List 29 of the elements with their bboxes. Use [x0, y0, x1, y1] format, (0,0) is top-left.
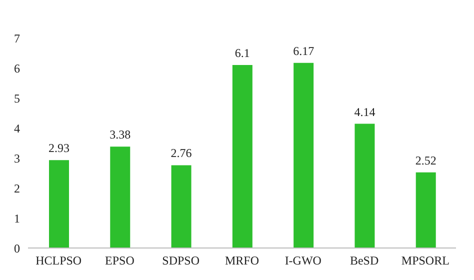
y-tick-label: 6 — [14, 61, 20, 76]
bar — [354, 124, 375, 248]
bar — [416, 172, 436, 248]
data-label: 6.17 — [293, 44, 314, 58]
bar — [110, 146, 130, 248]
data-label: 2.76 — [170, 146, 192, 160]
bar — [171, 165, 192, 248]
bar — [232, 65, 252, 248]
data-label: 2.52 — [415, 153, 436, 168]
y-tick-label: 7 — [14, 31, 20, 46]
y-tick-label: 5 — [14, 91, 20, 106]
y-tick-label: 4 — [14, 121, 20, 136]
y-tick-label: 2 — [14, 181, 20, 196]
x-tick-label: BeSD — [350, 254, 379, 268]
x-tick-label: EPSO — [105, 254, 135, 268]
data-label: 2.93 — [48, 141, 70, 156]
bar — [49, 160, 69, 248]
x-tick-label: SDPSO — [162, 254, 200, 268]
x-tick-label: MRFO — [224, 254, 260, 268]
data-label: 6.1 — [234, 46, 250, 60]
x-tick-label: MPSORL — [401, 254, 450, 268]
y-tick-label: 0 — [14, 241, 20, 256]
y-tick-label: 1 — [14, 211, 20, 226]
data-label: 3.38 — [110, 128, 131, 142]
x-tick-label: HCLPSO — [36, 254, 82, 268]
x-tick-label: I-GWO — [284, 254, 322, 268]
y-tick-label: 3 — [14, 151, 20, 166]
bar — [294, 62, 314, 248]
data-label: 4.14 — [354, 104, 376, 119]
